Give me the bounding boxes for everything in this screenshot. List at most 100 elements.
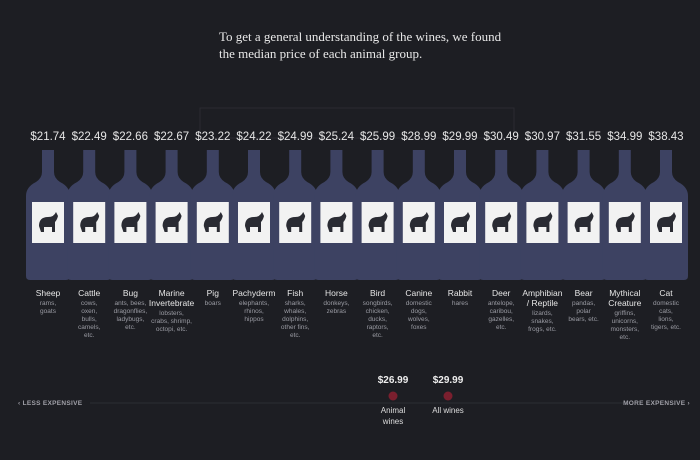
marker-label: Animal (381, 406, 406, 415)
price: $28.99 (401, 131, 436, 143)
animal-icon (80, 212, 100, 232)
scale-left: ‹ LESS EXPENSIVE (18, 400, 83, 407)
price: $23.22 (195, 131, 230, 143)
price: $24.22 (236, 131, 271, 143)
animal-icon (162, 212, 182, 232)
animal-examples: wolves, (407, 316, 430, 323)
animal-examples: camels, (78, 324, 101, 331)
animal-examples: other fins, (281, 324, 310, 331)
animal-examples: monsters, (611, 326, 640, 333)
marker-label: All wines (432, 406, 464, 415)
price: $30.49 (484, 131, 519, 143)
price: $22.49 (72, 131, 107, 143)
animal-examples: gazelles, (488, 316, 514, 323)
price: $24.99 (278, 131, 313, 143)
animal-examples: sharks, (285, 300, 306, 307)
price: $29.99 (442, 131, 477, 143)
animal-examples: goats (40, 308, 57, 315)
animal-icon (657, 212, 676, 232)
animal-icon (327, 212, 347, 232)
animal-examples: bulls, (82, 316, 97, 323)
price: $21.74 (30, 131, 66, 143)
animal-examples: polar (576, 308, 591, 315)
animal-examples: caribou, (490, 308, 513, 315)
animal-examples: etc. (84, 332, 95, 339)
animal-examples: foxes (411, 324, 427, 331)
animal-name: Cattle (78, 288, 100, 298)
animal-name: Horse (325, 288, 348, 298)
animal-examples: etc. (290, 332, 301, 339)
animal-icon (121, 212, 141, 232)
animal-name: Creature (608, 298, 641, 308)
price: $38.43 (648, 131, 683, 143)
animal-name: Bear (575, 288, 593, 298)
animal-name: Marine (159, 288, 185, 298)
animal-name: Rabbit (448, 288, 473, 298)
animal-examples: tigers, etc. (651, 324, 681, 331)
animal-name: Amphibian (522, 288, 562, 298)
animal-examples: ants, bees, (114, 300, 146, 307)
price: $34.99 (607, 131, 642, 143)
price: $22.67 (154, 131, 189, 143)
animal-examples: octopi, etc. (156, 326, 188, 333)
animal-examples: lobsters, (159, 310, 184, 317)
animal-examples: crabs, shrimp, (151, 318, 192, 325)
animal-name: Pig (207, 288, 220, 298)
animal-examples: rhinos, (244, 308, 264, 315)
animal-examples: rams, (40, 300, 56, 307)
animal-examples: snakes, (531, 318, 554, 325)
frame (199, 107, 515, 139)
animal-icon (574, 212, 594, 232)
animal-icon (286, 212, 306, 232)
animal-examples: chicken, (366, 308, 390, 315)
animal-examples: donkeys, (323, 300, 349, 307)
price: $31.55 (566, 131, 601, 143)
animal-examples: griffins, (614, 310, 635, 317)
animal-examples: lizards, (532, 310, 553, 317)
animal-icon (245, 212, 264, 232)
animal-examples: dogs, (411, 308, 427, 315)
animal-examples: lions, (658, 316, 673, 323)
intro-line: the median price of each animal group. (219, 46, 422, 61)
animal-name: Invertebrate (149, 298, 195, 308)
animal-examples: oxen, (81, 308, 97, 315)
animal-examples: ducks, (368, 316, 387, 323)
animal-icon (39, 212, 58, 232)
marker-dot (388, 391, 398, 401)
animal-examples: domestic (653, 300, 680, 307)
marker-price: $26.99 (378, 375, 409, 386)
animal-name: Pachyderm (233, 288, 276, 298)
animal-examples: ladybugs, (116, 316, 144, 323)
animal-examples: songbirds, (363, 300, 393, 307)
animal-examples: pandas, (572, 300, 595, 307)
animal-examples: antelope, (488, 300, 515, 307)
price: $25.99 (360, 131, 395, 143)
animal-examples: domestic (406, 300, 433, 307)
animal-icon (492, 212, 512, 232)
animal-examples: boars (205, 300, 222, 307)
marker-price: $29.99 (433, 375, 464, 386)
marker-label: wines (382, 417, 403, 426)
animal-examples: elephants, (239, 300, 269, 307)
animal-examples: whales, (283, 308, 306, 315)
animal-examples: zebras (327, 308, 347, 315)
price: $25.24 (319, 131, 355, 143)
animal-icon (409, 212, 429, 232)
price: $30.97 (525, 131, 560, 143)
animal-icon (615, 212, 635, 232)
animal-examples: bears, etc. (568, 316, 599, 323)
intro-line: To get a general understanding of the wi… (219, 29, 502, 44)
animal-name: Canine (405, 288, 432, 298)
animal-name: Mythical (609, 288, 640, 298)
animal-name: / Reptile (527, 298, 558, 308)
animal-icon (203, 212, 223, 232)
animal-examples: frogs, etc. (528, 326, 557, 333)
animal-examples: cows, (81, 300, 98, 307)
animal-name: Sheep (36, 288, 61, 298)
animal-name: Bug (123, 288, 138, 298)
animal-examples: etc. (372, 332, 383, 339)
animal-name: Deer (492, 288, 511, 298)
animal-examples: etc. (496, 324, 507, 331)
animal-name: Bird (370, 288, 385, 298)
scale-right: MORE EXPENSIVE › (623, 400, 690, 407)
